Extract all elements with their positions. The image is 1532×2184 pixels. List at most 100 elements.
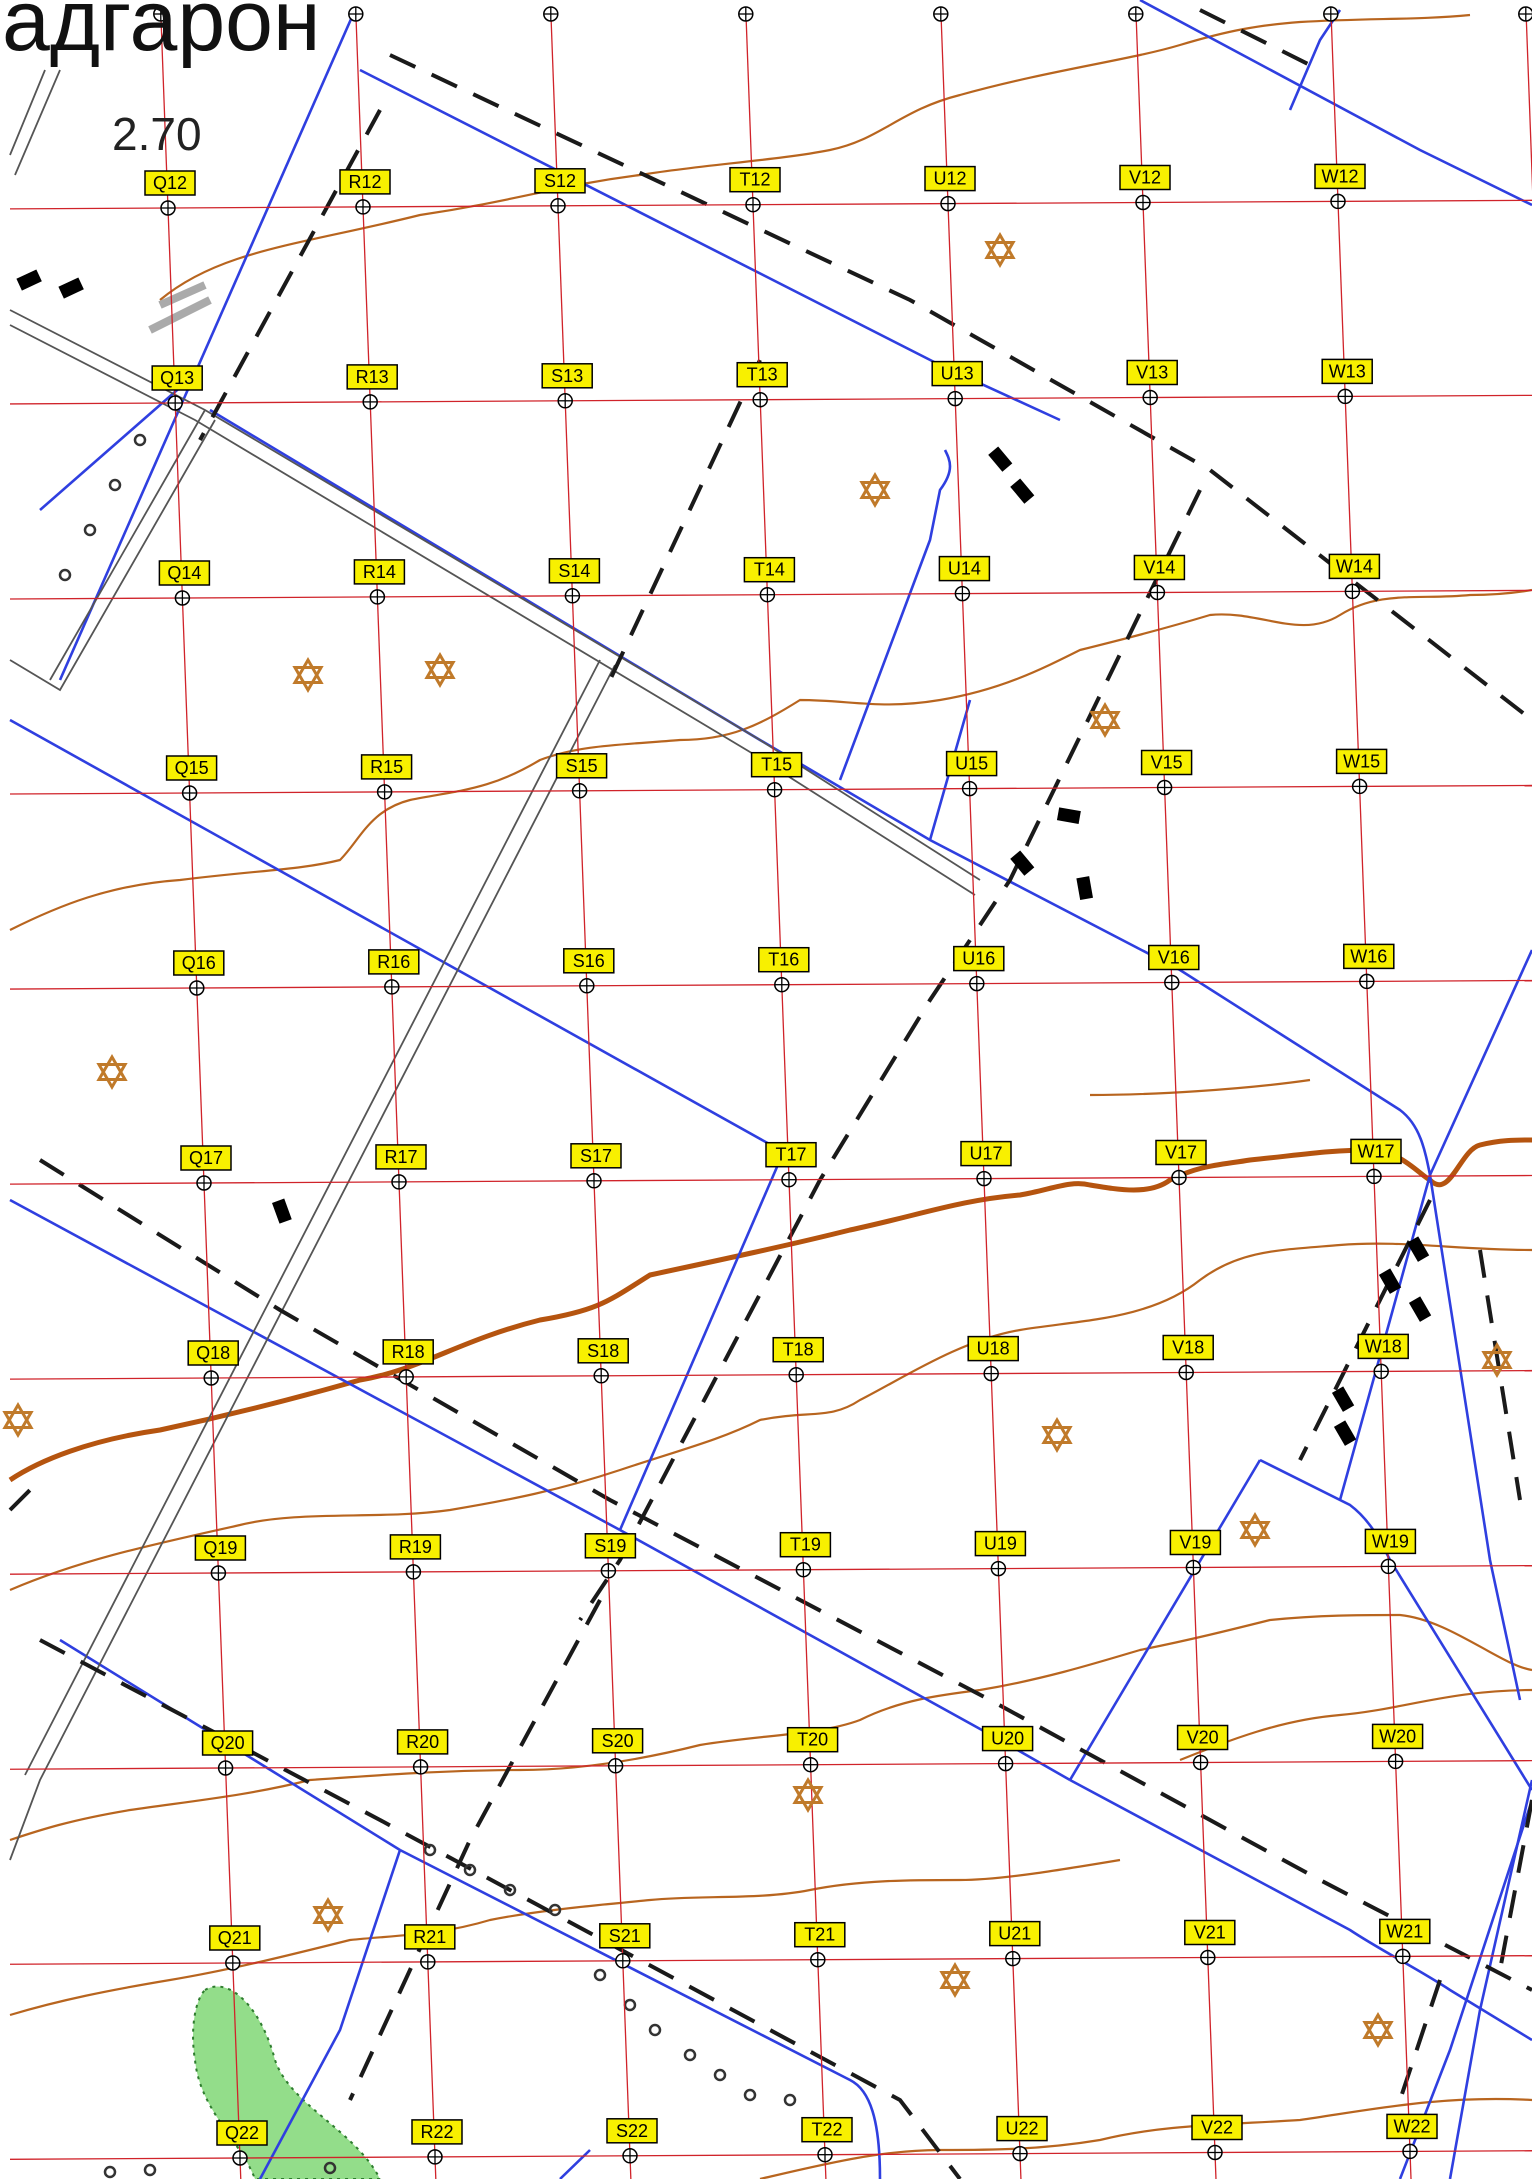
grid-cell-label-text: T20 [797,1730,828,1750]
grid-cell-label[interactable]: Q17 [180,1145,232,1171]
survey-point-icon [412,1759,429,1775]
grid-cell-label[interactable]: Q14 [158,560,211,586]
grid-cell-label[interactable]: U14 [938,555,991,582]
grid-cell-label[interactable]: R20 [396,1729,449,1755]
grid-cell-label[interactable]: V22 [1191,2114,1243,2141]
survey-point-icon [384,979,400,995]
grid-cell-label[interactable]: W18 [1357,1333,1409,1360]
survey-point-icon [571,783,588,799]
survey-point-icon [348,6,364,22]
grid-cell-label-text: R19 [399,1537,432,1557]
grid-cell-label[interactable]: V14 [1133,554,1186,581]
grid-cell-label[interactable]: U12 [924,165,976,192]
grid-cell-label[interactable]: Q19 [194,1535,247,1561]
grid-cell-label-text: U16 [962,949,995,969]
grid-cell-label[interactable]: R12 [339,169,391,195]
grid-cell-label[interactable]: Q18 [187,1340,239,1366]
grid-cell-label[interactable]: T18 [772,1336,824,1363]
grid-cell-label[interactable]: U15 [945,750,998,777]
grid-cell-label[interactable]: Q20 [201,1730,254,1756]
grid-cell-label[interactable]: T19 [779,1531,832,1558]
survey-point-icon [781,1171,797,1188]
building-icon [1331,1386,1355,1412]
grid-cell-label[interactable]: R22 [411,2119,463,2145]
grid-cell-label[interactable]: U22 [996,2115,1048,2142]
grid-cell-label[interactable]: V21 [1184,1919,1236,1946]
grid-cell-label[interactable]: S15 [555,753,608,779]
grid-cell-label[interactable]: T17 [765,1141,817,1168]
grid-cell-label[interactable]: T15 [750,751,803,778]
grid-cell-label[interactable]: R16 [368,949,420,975]
grid-cell-label[interactable]: V15 [1140,749,1193,776]
grid-cell-label-text: S22 [616,2121,648,2141]
grid-cell-label-text: R13 [356,367,389,387]
grid-cell-label[interactable]: V16 [1148,944,1200,971]
grid-cell-label[interactable]: W20 [1371,1723,1424,1750]
grid-cell-label[interactable]: V20 [1176,1724,1229,1751]
grid-cell-label[interactable]: S14 [548,558,601,584]
grid-cell-label[interactable]: W13 [1321,358,1373,385]
grid-cell-label[interactable]: W17 [1350,1138,1402,1165]
survey-point-icon [990,1560,1007,1577]
grid-cell-label[interactable]: Q12 [144,170,196,196]
grid-cell-label[interactable]: T16 [758,946,810,973]
grid-cell-label[interactable]: V13 [1126,359,1178,386]
grid-cell-label[interactable]: R21 [404,1924,456,1950]
grid-cell-label[interactable]: Q15 [165,755,218,781]
grid-cell-label[interactable]: S12 [534,168,586,194]
grid-cell-label[interactable]: V17 [1155,1139,1207,1166]
grid-cell-label[interactable]: U19 [974,1530,1027,1557]
grid-cell-label[interactable]: S21 [599,1923,651,1949]
grid-cell-label[interactable]: R19 [389,1534,442,1560]
grid-cell-label[interactable]: S20 [591,1728,644,1754]
grid-cell-label[interactable]: W22 [1386,2113,1438,2140]
grid-cell-label-text: T15 [761,755,792,775]
grid-cell-label[interactable]: S19 [584,1533,637,1559]
grid-cell-label[interactable]: T21 [794,1921,846,1948]
grid-cell-label-text: W20 [1379,1726,1416,1746]
grid-cell-label[interactable]: V19 [1169,1529,1222,1556]
grid-cell-label[interactable]: U13 [931,360,983,387]
grid-cell-label[interactable]: R14 [353,559,406,585]
map-symbols [2,232,1513,2048]
grid-cell-label-text: U20 [991,1729,1024,1749]
grid-cell-label-text: U12 [933,169,966,189]
grid-cell-label-text: V17 [1165,1143,1197,1163]
grid-cell-label[interactable]: W16 [1343,943,1395,970]
grid-cell-label[interactable]: U20 [981,1725,1034,1752]
grid-cell-label[interactable]: S22 [606,2118,658,2144]
grid-cell-label[interactable]: R15 [360,754,413,780]
grid-cell-label[interactable]: T22 [801,2116,853,2143]
grid-cell-label-text: R20 [406,1732,439,1752]
grid-cell-label[interactable]: T14 [743,556,796,583]
grid-cell-label[interactable]: S16 [563,948,615,974]
grid-cell-label[interactable]: U21 [989,1920,1041,1947]
grid-cell-label[interactable]: Q16 [173,950,225,976]
grid-cell-label[interactable]: W19 [1364,1528,1417,1555]
grid-cell-label[interactable]: W12 [1314,163,1366,190]
grid-cell-label[interactable]: U16 [953,945,1005,972]
grid-cell-label[interactable]: S18 [577,1338,629,1364]
grid-cell-label[interactable]: S17 [570,1143,622,1169]
grid-cell-label[interactable]: V12 [1119,164,1171,191]
survey-point-icon [196,1175,212,1191]
grid-cell-label[interactable]: W14 [1328,553,1381,580]
grid-cell-label[interactable]: T20 [786,1726,839,1753]
grid-cell-label[interactable]: U17 [960,1140,1012,1167]
grid-cell-label[interactable]: T12 [729,166,781,193]
survey-point-icon [961,780,978,797]
grid-cell-label[interactable]: W15 [1335,748,1388,775]
grid-cell-label[interactable]: R17 [375,1144,427,1170]
grid-cell-label[interactable]: Q21 [209,1925,261,1951]
grid-cell-label[interactable]: V18 [1162,1334,1214,1361]
grid-cell-label-text: S13 [551,366,583,386]
grid-cell-label[interactable]: W21 [1379,1918,1431,1945]
grid-cell-label[interactable]: T13 [736,361,788,388]
roads [9,69,981,1861]
grid-cell-label[interactable]: R18 [382,1339,434,1365]
grid-cell-label[interactable]: U18 [967,1335,1019,1362]
grid-cell-label[interactable]: R13 [346,364,398,390]
grid-cell-label[interactable]: Q22 [216,2120,268,2146]
grid-cell-label[interactable]: S13 [541,363,593,389]
grid-cell-label[interactable]: Q13 [151,365,203,391]
